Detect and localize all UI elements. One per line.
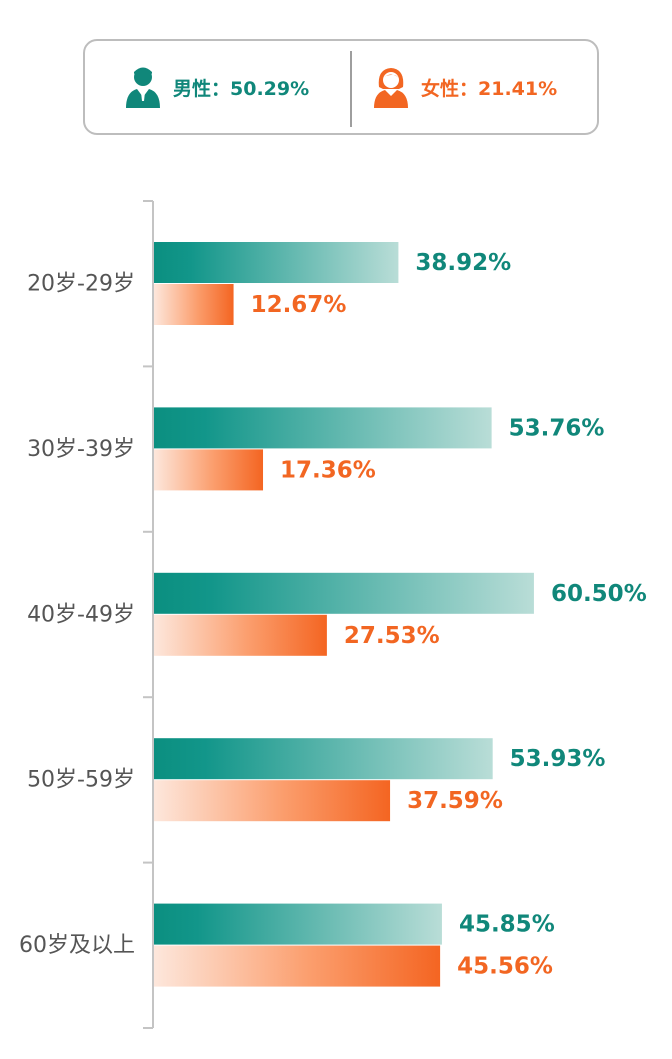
data-label-male: 60.50%	[551, 581, 647, 607]
bar-male	[154, 572, 534, 614]
legend-box: 男性：50.29% 女性：21.41%	[83, 39, 599, 135]
data-label-male: 38.92%	[415, 250, 511, 276]
bar-female	[154, 945, 441, 987]
legend-item-female: 女性：21.41%	[371, 41, 557, 133]
legend-item-male: 男性：50.29%	[123, 41, 309, 133]
category-label: 60岁及以上	[19, 933, 135, 958]
legend-divider	[350, 51, 352, 127]
data-label-female: 12.67%	[251, 292, 347, 318]
legend-label-female: 女性：21.41%	[421, 77, 558, 100]
data-label-male: 53.76%	[509, 415, 605, 441]
male-person-icon	[126, 67, 160, 108]
bar-female	[154, 614, 327, 656]
category-label: 50岁-59岁	[27, 768, 135, 793]
category-label: 40岁-49岁	[27, 602, 135, 627]
bar-female	[154, 284, 234, 325]
data-label-male: 53.93%	[510, 746, 606, 772]
bar-female	[154, 780, 391, 822]
bar-male	[154, 242, 399, 283]
category-label: 20岁-29岁	[27, 272, 135, 297]
data-label-female: 17.36%	[280, 457, 376, 483]
bar-male	[154, 407, 492, 449]
data-label-female: 45.56%	[457, 954, 553, 980]
data-label-female: 27.53%	[344, 623, 440, 649]
data-label-male: 45.85%	[459, 912, 555, 938]
bar-male	[154, 738, 493, 780]
legend-label-male: 男性：50.29%	[173, 77, 310, 100]
data-label-female: 37.59%	[407, 788, 503, 814]
female-person-icon	[374, 68, 408, 108]
bar-female	[154, 449, 264, 491]
category-label: 30岁-39岁	[27, 437, 135, 462]
bar-male	[154, 903, 442, 945]
